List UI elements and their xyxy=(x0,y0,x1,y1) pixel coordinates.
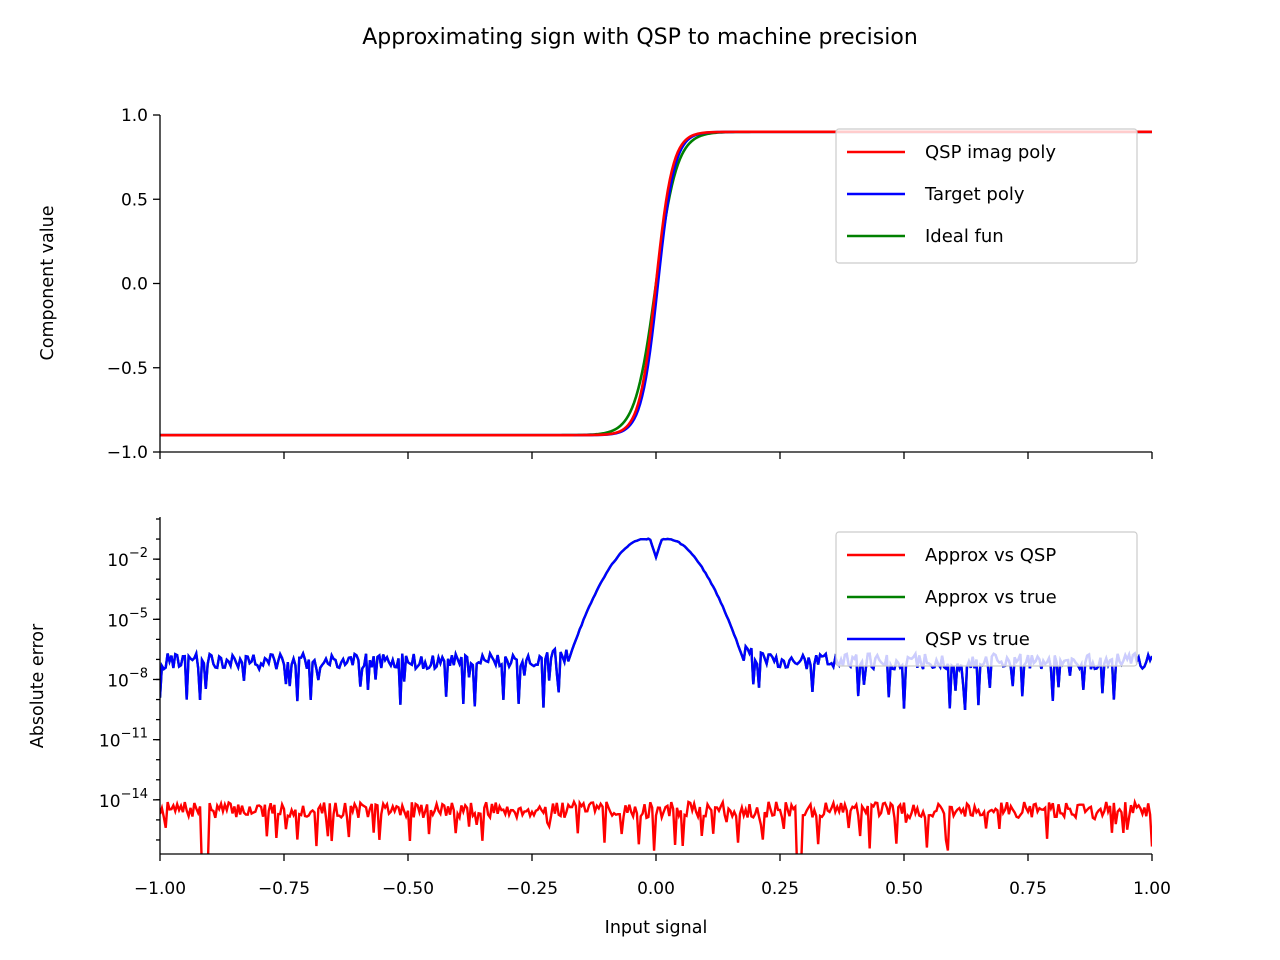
components-panel: −1.0 −0.5 0.0 0.5 1.0 Component value QSP im… xyxy=(38,106,1153,463)
components-ytick-label-4: 1.0 xyxy=(121,106,148,126)
errors-xtick-label-7: 0.75 xyxy=(1009,879,1047,899)
errors-ylabel: Absolute error xyxy=(28,623,48,748)
errors-ytick-label-1: 10−5 xyxy=(107,606,148,631)
errors-xtick-label-0: −1.00 xyxy=(134,879,186,899)
components-ytick-label-0: −1.0 xyxy=(107,443,148,463)
errors-ytick-label-4: 10−14 xyxy=(99,787,148,812)
errors-xtick-label-4: 0.00 xyxy=(637,879,675,899)
errors-xtick-label-5: 0.25 xyxy=(761,879,799,899)
components-legend-box xyxy=(835,128,1138,264)
errors-series-line-0 xyxy=(160,798,1152,854)
errors-xtick-label-1: −0.75 xyxy=(258,879,310,899)
errors-legend-box xyxy=(835,531,1138,667)
components-ytick-label-1: −0.5 xyxy=(107,359,148,379)
errors-xtick-label-3: −0.25 xyxy=(506,879,558,899)
errors-legend: Approx vs QSP Approx vs true QSP vs true xyxy=(835,531,1138,667)
errors-legend-label-1: Approx vs true xyxy=(925,587,1057,608)
errors-xtick-label-6: 0.50 xyxy=(885,879,923,899)
errors-xlabel: Input signal xyxy=(605,918,708,938)
errors-ytick-label-3: 10−11 xyxy=(99,727,148,752)
errors-ticks: −1.00 −0.75 −0.50 −0.25 0.00 0.25 0.50 0.75 1.00… xyxy=(99,518,1171,899)
errors-legend-label-0: Approx vs QSP xyxy=(925,545,1056,566)
components-legend-label-2: Ideal fun xyxy=(925,226,1004,247)
errors-panel: −1.00 −0.75 −0.50 −0.25 0.00 0.25 0.50 0.75 1.00… xyxy=(28,517,1171,938)
errors-ytick-label-2: 10−8 xyxy=(107,666,148,691)
components-ytick-label-3: 0.5 xyxy=(121,190,148,210)
errors-legend-label-2: QSP vs true xyxy=(925,629,1030,650)
components-ylabel: Component value xyxy=(38,206,58,361)
errors-xtick-label-2: −0.50 xyxy=(382,879,434,899)
components-legend-label-0: QSP imag poly xyxy=(925,142,1056,163)
figure-title: Approximating sign with QSP to machine p… xyxy=(362,25,918,50)
components-legend-label-1: Target poly xyxy=(924,184,1025,205)
components-legend: QSP imag poly Target poly Ideal fun xyxy=(835,128,1138,264)
errors-ytick-label-0: 10−2 xyxy=(107,546,148,571)
components-ytick-label-2: 0.0 xyxy=(121,275,148,295)
components-ticks: −1.0 −0.5 0.0 0.5 1.0 xyxy=(107,106,1153,463)
errors-xtick-label-8: 1.00 xyxy=(1133,879,1171,899)
